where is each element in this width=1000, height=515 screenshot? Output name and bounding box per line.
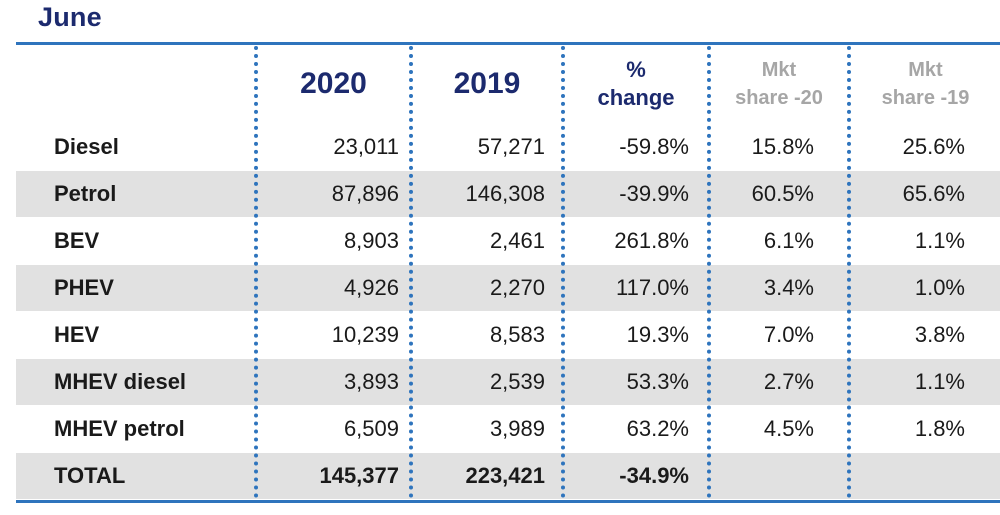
cell-pct-change: 53.3% <box>626 369 689 394</box>
cell-2020: 23,011 <box>333 134 399 159</box>
cell-pct-change: -59.8% <box>619 134 689 159</box>
table-title: June <box>38 2 102 32</box>
cell-2019: 2,539 <box>489 369 545 394</box>
table-row: HEV 10,239 8,583 19.3% 7.0% 3.8% <box>16 312 1000 358</box>
row-label: Diesel <box>54 134 119 159</box>
table-row: MHEV diesel 3,893 2,539 53.3% 2.7% 1.1% <box>16 359 1000 405</box>
cell-share-2020: 3.4% <box>763 275 814 300</box>
bottom-rule <box>16 500 1000 503</box>
cell-2020: 6,509 <box>343 416 399 441</box>
cell-2019: 2,461 <box>489 228 545 253</box>
cell-share-2020: 7.0% <box>763 322 814 347</box>
row-band-mhev-diesel <box>16 359 1000 405</box>
header-mkt19-line1: Mkt <box>908 59 943 81</box>
row-label: BEV <box>54 228 100 253</box>
cell-2020: 3,893 <box>343 369 399 394</box>
cell-pct-change: 261.8% <box>614 228 689 253</box>
row-label: HEV <box>54 322 100 347</box>
cell-pct-change: 63.2% <box>626 416 689 441</box>
cell-share-2019: 1.1% <box>914 228 965 253</box>
cell-2020: 87,896 <box>331 181 399 206</box>
cell-share-2019: 25.6% <box>902 134 965 159</box>
cell-2020: 10,239 <box>331 322 399 347</box>
cell-2019: 2,270 <box>489 275 545 300</box>
cell-share-2019: 65.6% <box>902 181 965 206</box>
cell-share-2019: 1.0% <box>914 275 965 300</box>
row-label: Petrol <box>54 181 117 206</box>
row-label: PHEV <box>54 275 114 300</box>
header-mkt20-line2: share -20 <box>735 87 823 109</box>
column-divider-3 <box>561 46 565 498</box>
header-mkt-share-20: Mkt share -20 <box>711 46 847 122</box>
header-mkt19-line2: share -19 <box>881 87 970 109</box>
row-band-phev <box>16 265 1000 311</box>
cell-2019: 146,308 <box>465 181 545 206</box>
cell-2020: 8,903 <box>343 228 399 253</box>
table-row: PHEV 4,926 2,270 117.0% 3.4% 1.0% <box>16 265 1000 311</box>
cell-pct-change: -39.9% <box>619 181 689 206</box>
cell-pct-change: -34.9% <box>619 463 689 488</box>
header-pct-line1: % <box>626 57 646 82</box>
cell-share-2019: 1.1% <box>914 369 965 394</box>
cell-2019: 57,271 <box>477 134 545 159</box>
cell-share-2020: 2.7% <box>763 369 814 394</box>
cell-2019: 3,989 <box>489 416 545 441</box>
cell-share-2020: 15.8% <box>751 134 814 159</box>
row-label: TOTAL <box>54 463 126 488</box>
cell-share-2020: 6.1% <box>763 228 814 253</box>
cell-2019: 8,583 <box>489 322 545 347</box>
header-2020: 2020 <box>258 46 409 122</box>
header-pct-line2: change <box>597 85 675 110</box>
cell-pct-change: 19.3% <box>626 322 689 347</box>
header-2019: 2019 <box>413 46 561 122</box>
header-pct-change: % change <box>565 46 707 122</box>
header-2019-label: 2019 <box>453 67 521 100</box>
cell-share-2019: 3.8% <box>914 322 965 347</box>
row-label: MHEV diesel <box>54 369 187 394</box>
table-row: Diesel 23,011 57,271 -59.8% 15.8% 25.6% <box>16 124 1000 170</box>
row-label: MHEV petrol <box>54 416 185 441</box>
table-row: BEV 8,903 2,461 261.8% 6.1% 1.1% <box>16 218 1000 264</box>
cell-share-2020: 60.5% <box>751 181 814 206</box>
table-row: Petrol 87,896 146,308 -39.9% 60.5% 65.6% <box>16 171 1000 217</box>
cell-2019: 223,421 <box>465 463 545 488</box>
cell-share-2020: 4.5% <box>763 416 814 441</box>
cell-share-2019: 1.8% <box>914 416 965 441</box>
cell-pct-change: 117.0% <box>616 275 689 300</box>
table-row: MHEV petrol 6,509 3,989 63.2% 4.5% 1.8% <box>16 406 1000 452</box>
header-mkt20-line1: Mkt <box>761 59 797 81</box>
top-rule <box>16 42 1000 45</box>
row-band-petrol <box>16 171 1000 217</box>
column-divider-5 <box>847 46 851 498</box>
header-2020-label: 2020 <box>300 67 367 100</box>
header-mkt-share-19: Mkt share -19 <box>851 46 1000 122</box>
column-divider-4 <box>707 46 711 498</box>
cell-2020: 145,377 <box>319 463 399 488</box>
total-row: TOTAL 145,377 223,421 -34.9% <box>16 453 1000 499</box>
row-band-total <box>16 453 1000 499</box>
column-divider-1 <box>254 46 258 498</box>
cell-2020: 4,926 <box>343 275 399 300</box>
column-divider-2 <box>409 46 413 498</box>
